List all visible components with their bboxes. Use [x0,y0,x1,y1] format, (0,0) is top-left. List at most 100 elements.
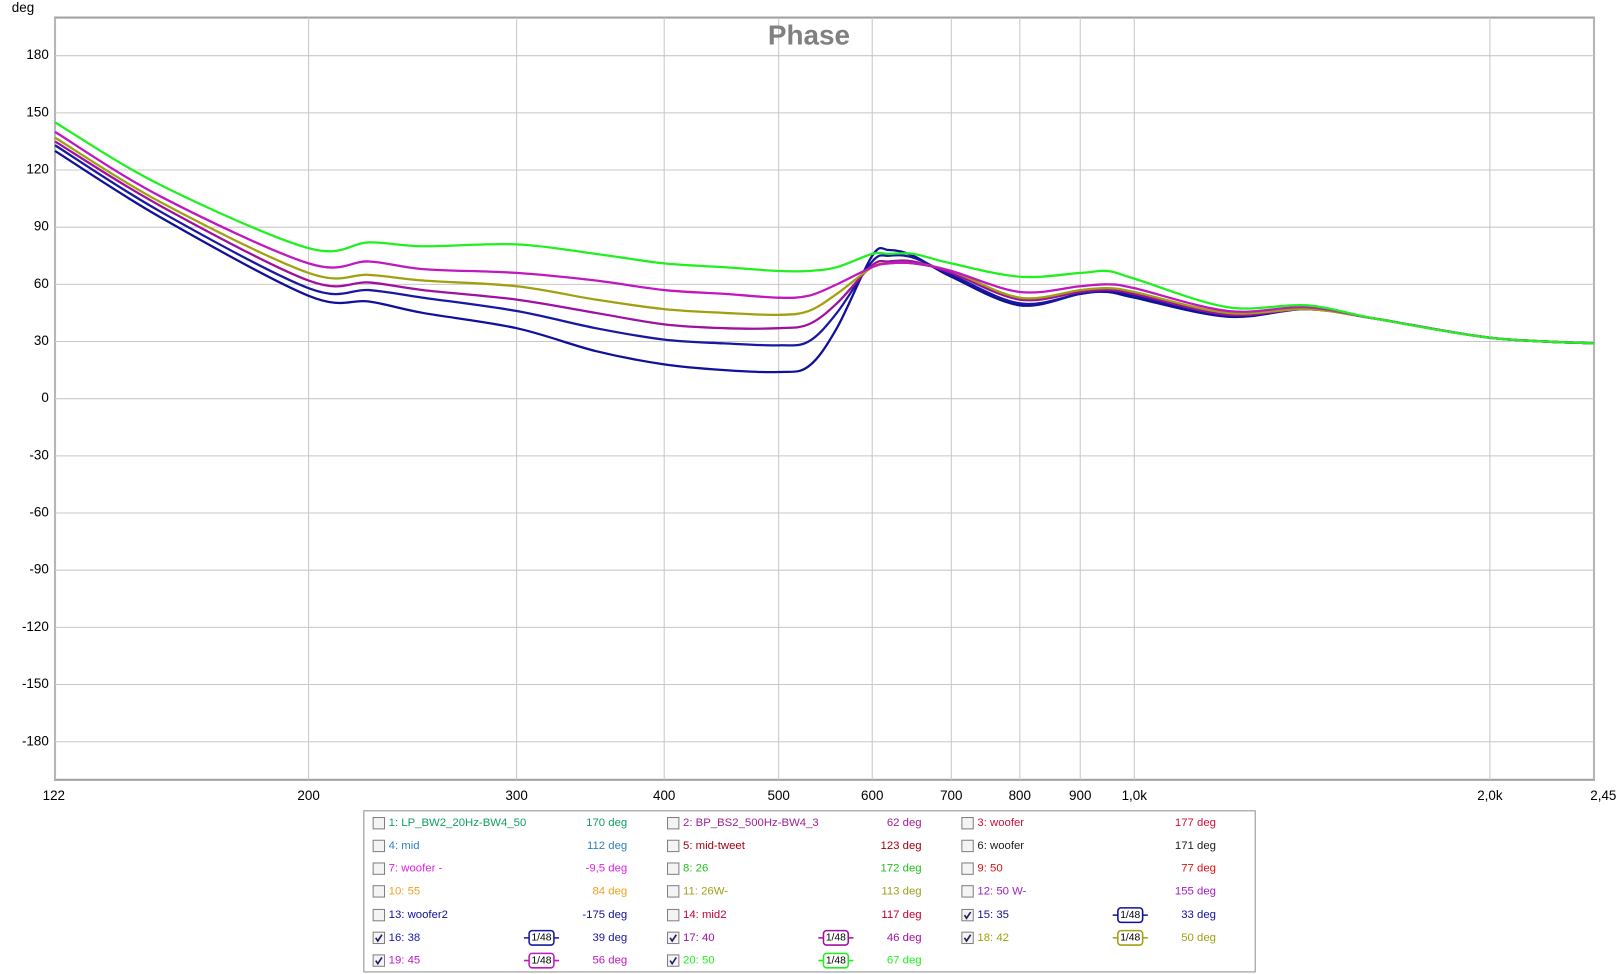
legend-checkbox[interactable] [961,908,974,922]
legend-checkbox[interactable] [666,862,680,875]
smoothing-icon[interactable] [528,952,555,969]
legend-readout: 155 deg [1175,885,1216,897]
legend-label[interactable]: 7: woofer - [389,863,443,875]
legend-readout: 170 deg [586,817,627,829]
legend-readout: 67 deg [887,955,922,967]
checkmark [375,934,383,943]
x-tick-label: 1,0k [1122,788,1148,803]
legend-readout: -175 deg [582,909,627,921]
legend-checkbox[interactable] [961,885,974,898]
legend-label[interactable]: 1: LP_BW2_20Hz-BW4_50 [389,817,527,829]
legend-label[interactable]: 15: 35 [977,909,1009,921]
y-tick-label: -60 [29,505,48,520]
x-tick-label: 500 [767,788,789,803]
x-tick-label: 2,45k Hz [1590,788,1617,803]
smoothing-icon[interactable] [822,929,850,946]
legend-readout: -9,5 deg [586,863,628,875]
legend-label[interactable]: 12: 50 W- [977,885,1026,897]
legend-label[interactable]: 19: 45 [389,955,421,967]
legend-label[interactable]: 10: 55 [389,885,421,897]
legend-label[interactable]: 11: 26W- [683,885,728,897]
legend-readout: 50 deg [1181,932,1216,944]
legend-checkbox[interactable] [666,885,680,898]
legend-readout: 39 deg [592,932,627,944]
y-tick-label: 60 [34,276,49,291]
legend-label[interactable]: 9: 50 [977,863,1002,875]
legend-checkbox[interactable] [372,908,386,922]
y-tick-label: 150 [26,104,48,119]
legend-label[interactable]: 14: mid2 [683,909,727,921]
legend-readout: 62 deg [887,817,922,829]
legend-label[interactable]: 16: 38 [389,932,421,944]
x-tick-label: 600 [861,788,883,803]
checkmark [963,934,972,943]
legend-label[interactable]: 8: 26 [683,863,708,875]
legend-checkbox[interactable] [372,862,386,875]
legend-checkbox[interactable] [372,954,386,967]
legend-label[interactable]: 13: woofer2 [389,909,448,921]
checkmark [669,957,677,966]
y-tick-label: -180 [22,733,49,748]
legend-checkbox[interactable] [666,954,680,967]
y-tick-label: -150 [22,676,49,691]
x-tick-label: 300 [505,788,527,803]
legend-box [363,810,1256,973]
smoothing-icon[interactable] [1117,929,1144,946]
legend-checkbox[interactable] [666,931,680,945]
x-tick-label: 400 [653,788,675,803]
legend-checkbox[interactable] [666,908,680,922]
smoothing-label: 1/48 [1120,910,1140,921]
legend-checkbox[interactable] [961,839,974,853]
legend-checkbox[interactable] [961,817,974,830]
smoothing-label: 1/48 [826,933,846,944]
legend-readout: 33 deg [1181,909,1216,921]
legend-checkbox[interactable] [961,862,974,875]
checkmark [669,934,677,943]
legend-checkbox[interactable] [372,885,386,898]
legend-checkbox[interactable] [666,817,680,830]
legend-checkbox[interactable] [372,817,386,830]
legend-readout: 46 deg [887,932,922,944]
legend-checkbox[interactable] [372,839,386,853]
legend-readout: 123 deg [881,840,922,852]
smoothing-label: 1/48 [531,955,551,966]
legend-readout: 113 deg [881,885,921,897]
legend-checkbox[interactable] [372,931,386,945]
legend-checkbox[interactable] [666,839,680,853]
legend-label[interactable]: 17: 40 [683,932,715,944]
legend-label[interactable]: 18: 42 [977,932,1009,944]
smoothing-icon[interactable] [528,929,555,946]
legend-label[interactable]: 5: mid-tweet [683,840,746,852]
legend-label[interactable]: 2: BP_BS2_500Hz-BW4_3 [683,817,819,829]
smoothing-icon[interactable] [822,952,850,969]
smoothing-label: 1/48 [826,955,846,966]
y-tick-label: 30 [34,333,49,348]
y-tick-label: 180 [26,47,48,62]
x-tick-label: 122 [43,788,65,803]
legend-checkbox[interactable] [961,931,974,945]
phase-curve [54,130,1595,345]
smoothing-icon[interactable] [1117,907,1144,924]
legend-label[interactable]: 4: mid [389,840,420,852]
y-tick-label: 0 [41,390,48,405]
legend-readout: 84 deg [592,885,627,897]
legend-readout: 172 deg [881,863,922,875]
x-tick-label: 2,0k [1477,788,1503,803]
legend-label[interactable]: 6: woofer [977,840,1024,852]
legend-readout: 56 deg [592,955,627,967]
legend-readout: 171 deg [1175,840,1216,852]
y-tick-label: 90 [34,219,49,234]
legend-readout: 117 deg [881,909,921,921]
legend-label[interactable]: 3: woofer [977,817,1024,829]
y-axis-label: deg [12,0,34,15]
phase-curve [54,121,1595,345]
legend-label[interactable]: 20: 50 [683,955,715,967]
legend-readout: 112 deg [587,840,627,852]
y-tick-label: -120 [22,619,49,634]
legend-readout: 177 deg [1175,817,1216,829]
y-tick-label: 120 [26,162,48,177]
checkmark [375,957,383,966]
y-tick-label: -30 [29,447,48,462]
smoothing-label: 1/48 [1120,933,1140,944]
